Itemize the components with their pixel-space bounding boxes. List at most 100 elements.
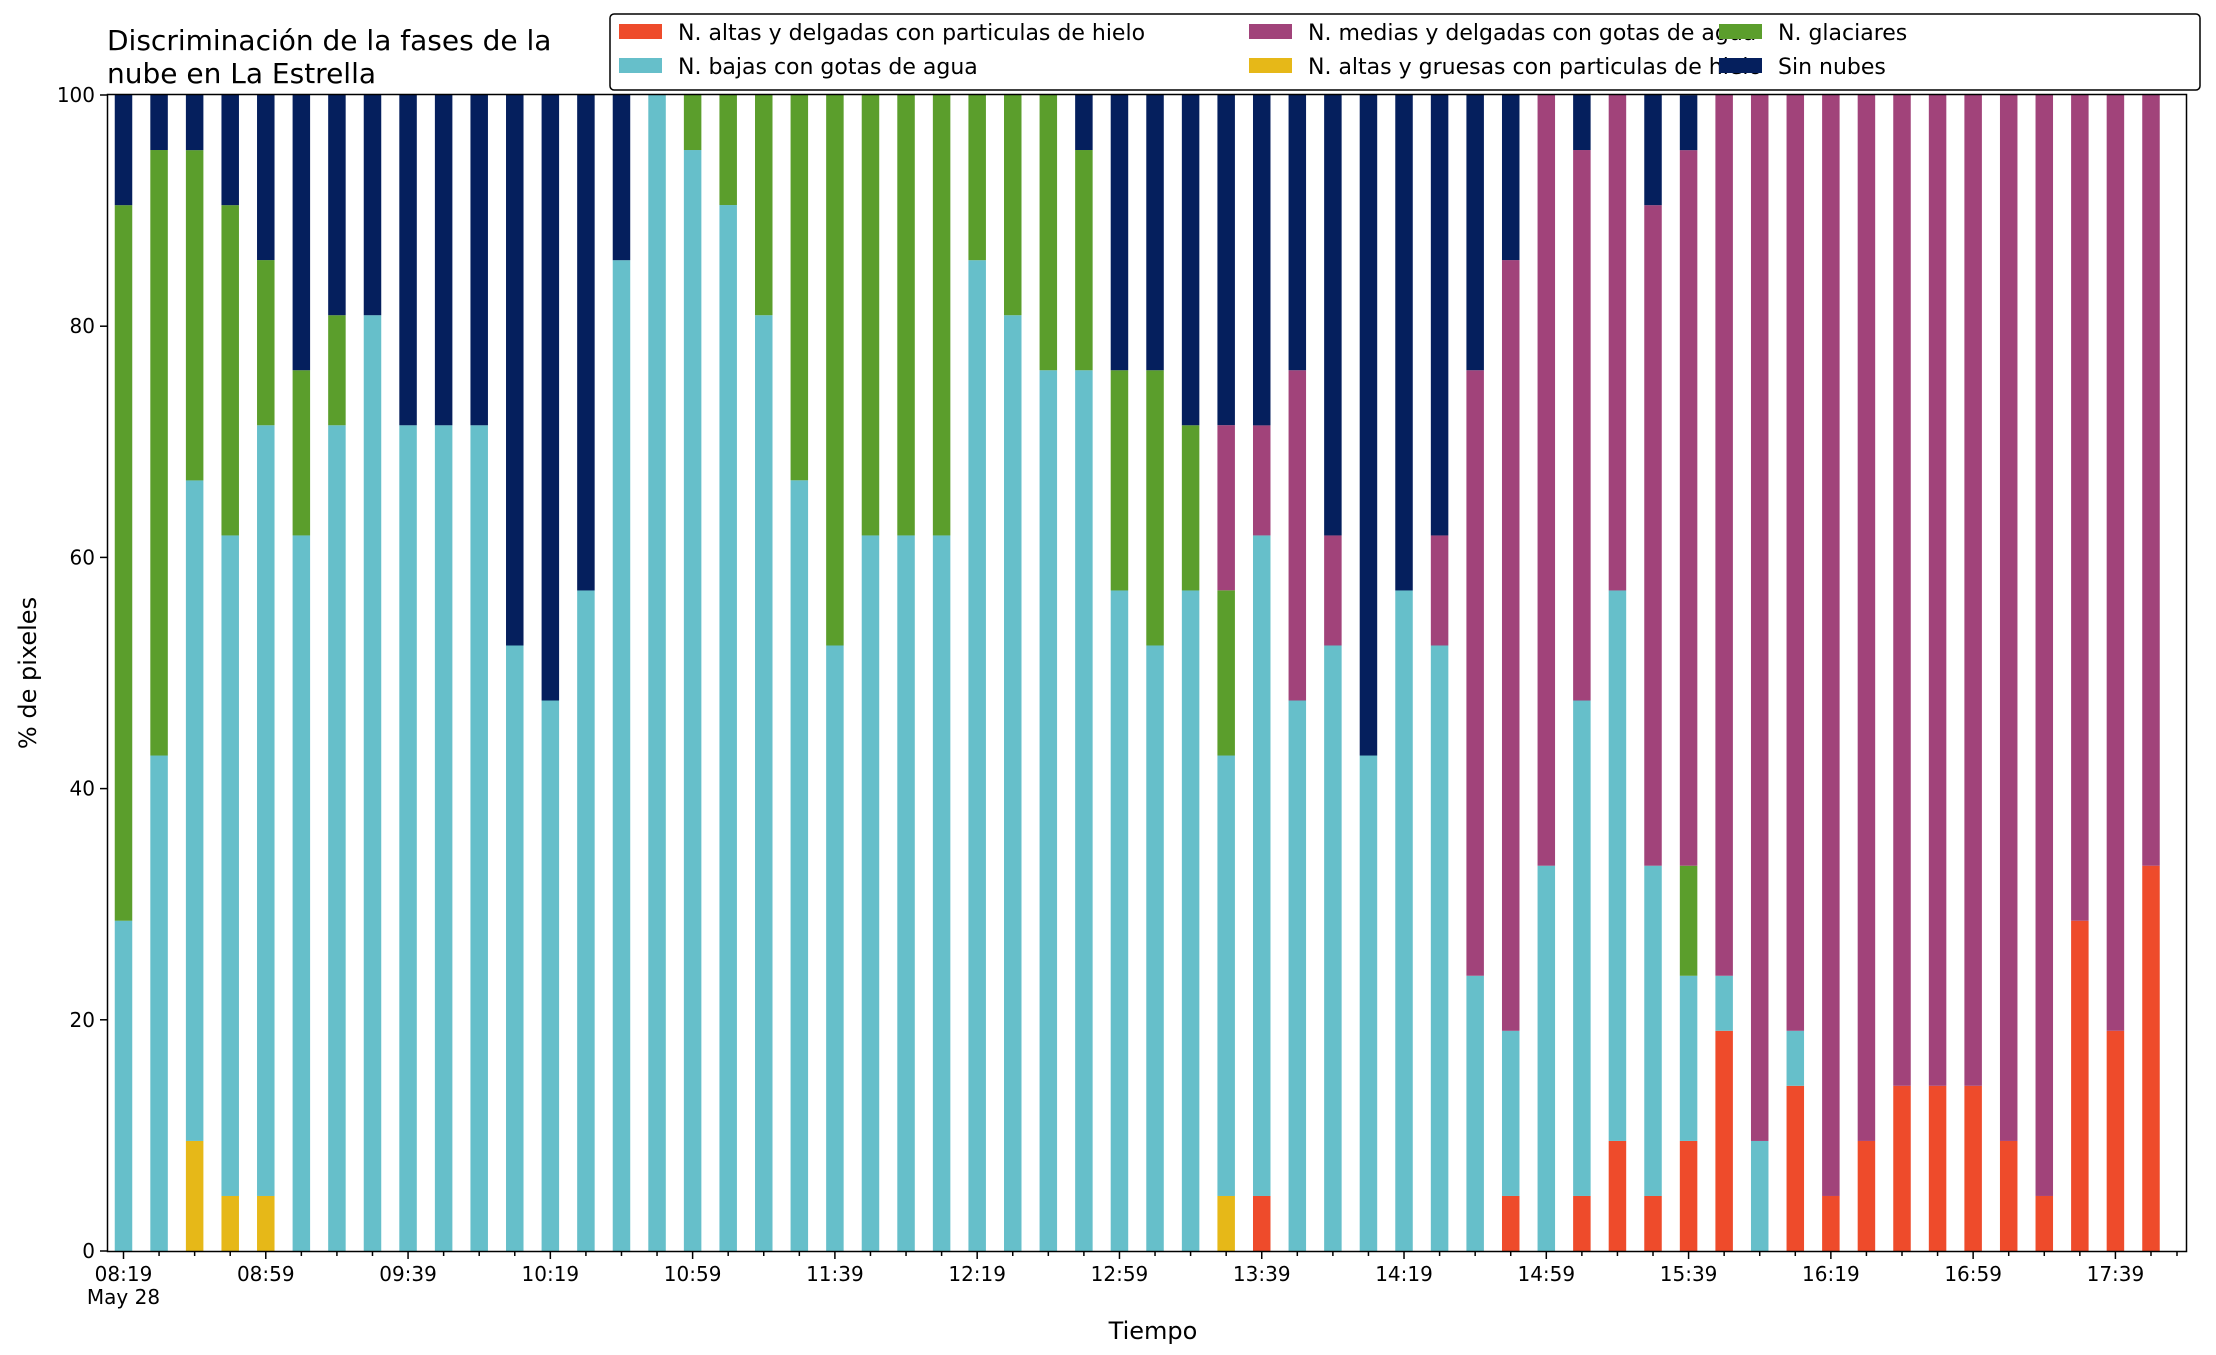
bar-segment	[434, 95, 453, 426]
bar-segment	[1430, 535, 1449, 646]
bar-segment	[363, 315, 382, 1252]
bar-segment	[185, 95, 204, 151]
bar-segment	[1039, 370, 1058, 1251]
bar-segment	[1217, 590, 1235, 756]
bar-segment	[1501, 260, 1520, 1031]
bar-segment	[790, 480, 809, 1251]
x-tick-label: 16:59	[1944, 1262, 2002, 1286]
plot-frame	[106, 93, 2188, 1253]
bar-segment	[790, 95, 809, 481]
bar-segment	[150, 95, 168, 151]
bar-segment	[1893, 1085, 1911, 1251]
bar-segment	[755, 315, 773, 1252]
y-tick-label: 80	[70, 314, 95, 338]
x-tick-label: 16:19	[1802, 1262, 1860, 1286]
bar-segment	[2035, 95, 2054, 1196]
bar-segment	[1181, 590, 1200, 1251]
x-tick-label: 08:59	[237, 1262, 295, 1286]
x-tick-label: 11:39	[806, 1262, 864, 1286]
bar-segment	[1786, 95, 1805, 1031]
bar-segment	[257, 1195, 275, 1251]
bar-segment	[577, 95, 595, 591]
bar-segment	[1928, 95, 1947, 1086]
bar-segment	[1217, 95, 1235, 426]
bar-segment	[221, 1195, 239, 1251]
bar-segment	[506, 645, 524, 1251]
bar-segment	[1288, 95, 1307, 371]
bar-segment	[363, 95, 382, 316]
bar-segment	[1395, 95, 1413, 591]
bar-segment	[612, 260, 631, 1251]
bar-segment	[1786, 1085, 1805, 1251]
x-tick-label: 15:39	[1660, 1262, 1718, 1286]
x-tick-label: 09:39	[379, 1262, 437, 1286]
chart-title-line-1: Discriminación de la fases de la	[107, 24, 551, 57]
legend-swatch	[1719, 58, 1762, 73]
y-tick-label: 0	[82, 1239, 95, 1263]
bar-segment	[1039, 95, 1058, 371]
legend-label: N. bajas con gotas de agua	[678, 55, 978, 80]
bar-segment	[292, 535, 311, 1251]
bar-segment	[826, 95, 844, 646]
bar-segment	[932, 535, 951, 1251]
bar-segment	[1608, 95, 1627, 591]
bar-segment	[1252, 535, 1271, 1196]
x-tick-label: 17:39	[2087, 1262, 2145, 1286]
bar-segment	[541, 700, 560, 1251]
bar-segment	[470, 425, 488, 1251]
bar-segment	[2035, 1195, 2054, 1251]
bar-segment	[1288, 370, 1307, 701]
y-axis: 0 20 40 60 80 100	[57, 83, 108, 1263]
bar-segment	[1004, 315, 1022, 1252]
x-tick-label: 13:39	[1233, 1262, 1291, 1286]
bar-segment	[968, 95, 986, 261]
bar-segment	[1999, 95, 2018, 1141]
bar-segment	[2106, 95, 2125, 1031]
bar-segment	[1252, 1195, 1271, 1251]
bar-segment	[1679, 95, 1698, 151]
bar-segment	[1288, 700, 1307, 1251]
bar-segment	[1430, 95, 1449, 536]
bar-segment	[577, 590, 595, 1251]
bar-segment	[1573, 150, 1591, 701]
bar-segment	[1822, 95, 1840, 1196]
bar-segment	[292, 95, 311, 371]
bar-segment	[1679, 1140, 1698, 1251]
bar-segment	[2071, 95, 2089, 921]
bar-segment	[1217, 425, 1235, 591]
bar-segment	[1004, 95, 1022, 316]
bar-segment	[292, 370, 311, 536]
bar-segment	[968, 260, 986, 1251]
bar-segment	[1537, 95, 1556, 866]
x-tick-label: 08:19	[95, 1262, 153, 1286]
bar-segment	[1252, 95, 1271, 426]
bar-segment	[861, 95, 880, 536]
bar-segment	[1857, 95, 1876, 1141]
legend-label: N. glaciares	[1778, 21, 1907, 46]
bar-segment	[897, 95, 915, 536]
bar-segment	[1110, 370, 1129, 591]
bar-segment	[1893, 95, 1911, 1086]
bar-segment	[1110, 590, 1129, 1251]
bar-segment	[1466, 370, 1484, 976]
bar-segment	[1644, 205, 1662, 866]
x-tick-label: 10:59	[664, 1262, 722, 1286]
bar-segment	[755, 95, 773, 316]
bar-segment	[185, 1140, 204, 1251]
x-date-label: May 28	[87, 1285, 160, 1309]
bar-segment	[1252, 425, 1271, 536]
bar-segment	[185, 150, 204, 481]
legend-box	[609, 13, 2201, 91]
x-tick-label: 12:59	[1091, 1262, 1149, 1286]
bar-segment	[257, 95, 275, 261]
bar-segment	[2106, 1030, 2125, 1251]
bar-segment	[1822, 1195, 1840, 1251]
bar-segment	[1715, 975, 1733, 1031]
bar-segment	[1501, 1030, 1520, 1196]
bar-segment	[719, 95, 737, 206]
bar-segment	[150, 150, 168, 756]
x-tick-label: 14:59	[1517, 1262, 1575, 1286]
bar-segment	[434, 425, 453, 1251]
bar-segment	[648, 95, 666, 1251]
bar-segment	[185, 480, 204, 1141]
